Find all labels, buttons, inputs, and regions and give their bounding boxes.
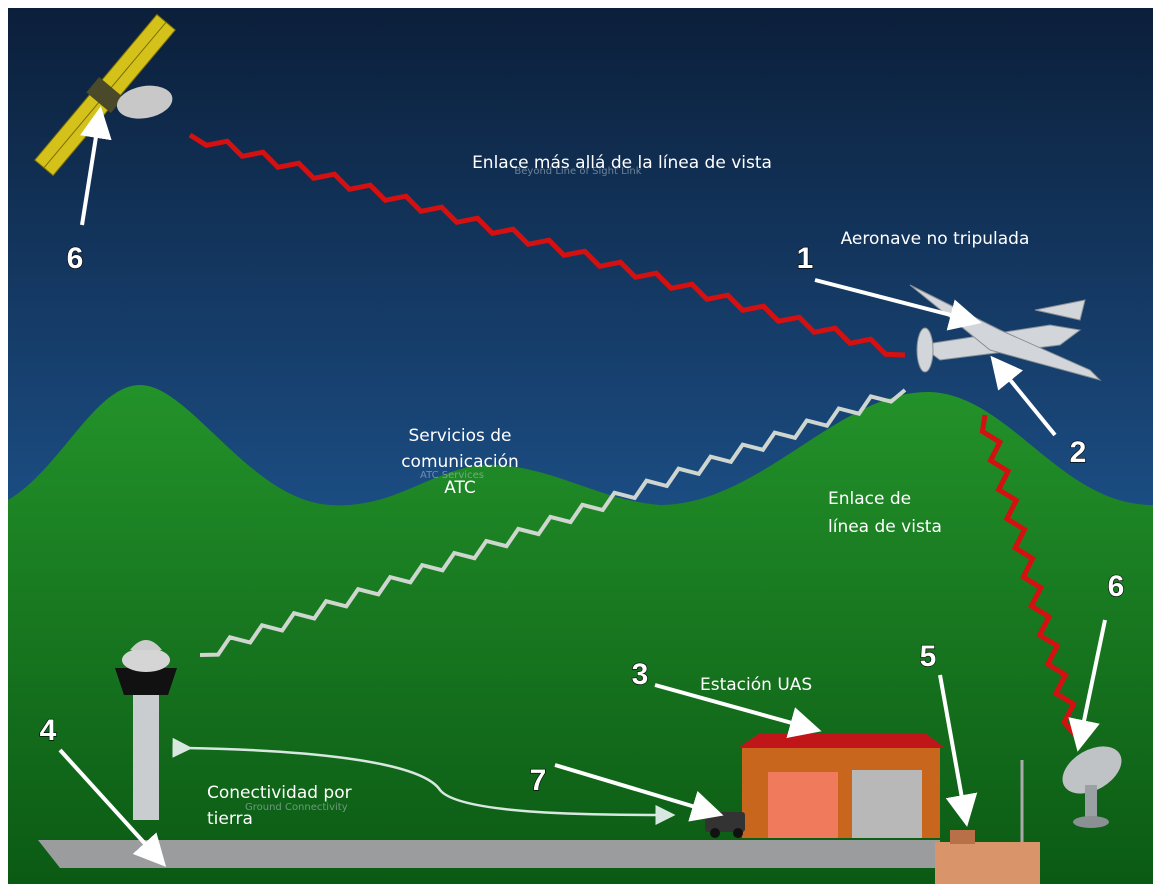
shape [130,640,162,650]
shape [738,733,945,748]
shape [733,828,743,838]
callout-number: 6 [1108,570,1125,603]
shape [814,278,982,331]
callout-number: 5 [920,640,937,673]
callout-number: 4 [40,714,57,747]
shape [768,772,838,838]
shape [1034,299,1086,321]
ghost-label: Beyond Line of Sight Link [514,166,641,177]
shape [58,748,167,867]
atc-label: comunicación [401,452,519,472]
shape [1085,785,1097,820]
shape [935,842,1040,884]
atc-label: Servicios de [408,426,511,446]
atc-label: ATC [444,478,476,498]
dish [1062,746,1122,828]
ground-label: tierra [207,809,253,829]
satellite-link [188,132,906,358]
runway [38,840,940,868]
shape [133,690,159,820]
shape [80,106,112,226]
small-building [935,760,1040,884]
station-label: Estación UAS [700,675,812,695]
satellite [34,13,176,177]
shape [852,770,922,838]
shape [990,355,1057,437]
callout-number: 2 [1070,436,1087,469]
ghost-label: ATC Services [420,470,484,481]
shape [116,85,173,119]
los-label: línea de vista [828,517,942,537]
callout-number: 3 [632,658,649,691]
shape [1073,816,1109,828]
callout-number: 1 [797,242,814,275]
shape [554,763,724,822]
shape [654,683,822,739]
shape [86,77,124,113]
line-of-sight-link [979,414,1077,737]
shape [115,668,177,695]
shape [710,828,720,838]
shape [916,327,934,373]
callout-number: 7 [530,764,547,797]
ground-link-arrow [172,737,676,825]
atc-link [199,388,907,657]
shape [1068,619,1107,752]
shape [950,830,975,844]
los-label: Enlace de [828,489,911,509]
station-building [738,733,945,838]
callout-number: 6 [67,242,84,275]
ground-label: Conectividad por [207,783,352,803]
shape [938,674,978,827]
shape [122,648,170,672]
ghost-label: Ground Connectivity [245,802,348,813]
shape [1062,746,1122,794]
aircraft-label: Aeronave no tripulada [841,229,1030,249]
tower [115,640,177,820]
link-label: Enlace más allá de la línea de vista [472,153,772,173]
callout-arrows [58,106,1107,867]
